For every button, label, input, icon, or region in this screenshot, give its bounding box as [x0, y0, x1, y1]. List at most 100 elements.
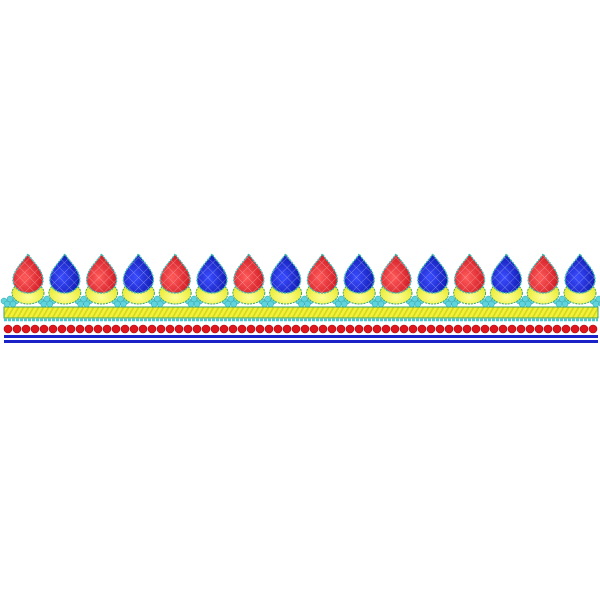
cyan-bead [298, 300, 305, 308]
red-bead [21, 324, 31, 334]
red-bead [102, 324, 112, 334]
cyan-bead [377, 300, 385, 308]
cyan-bead [150, 300, 158, 308]
drop-quilting [344, 254, 375, 293]
cyan-bead [120, 300, 127, 308]
drop-quilting [49, 254, 80, 293]
cyan-bead [224, 300, 232, 308]
drop-quilting [86, 254, 117, 293]
red-bead [318, 324, 328, 334]
red-bead [30, 324, 40, 334]
drop-quilting [160, 254, 191, 293]
cyan-bead [518, 300, 526, 308]
red-bead [462, 324, 472, 334]
drop-quilting [491, 254, 522, 293]
red-bead [426, 324, 436, 334]
cyan-bead [411, 295, 419, 303]
red-bead [408, 324, 418, 334]
cyan-bead [301, 295, 308, 303]
yellow-band [3, 306, 599, 319]
red-bead [354, 324, 364, 334]
red-bead [174, 324, 184, 334]
red-bead [93, 324, 103, 334]
cyan-bead [156, 300, 164, 308]
red-bead [12, 324, 22, 334]
red-bead [507, 324, 517, 334]
cyan-bead [521, 295, 529, 303]
red-bead [228, 324, 238, 334]
drop-quilting [270, 254, 301, 293]
red-bead [156, 324, 166, 334]
red-bead [3, 324, 13, 334]
cyan-bead [374, 295, 382, 303]
red-bead [498, 324, 508, 334]
red-bead [75, 324, 85, 334]
cyan-bead [114, 300, 121, 308]
red-bead [84, 324, 94, 334]
cyan-bead [83, 300, 90, 308]
cyan-bead [451, 300, 458, 308]
red-bead [435, 324, 445, 334]
red-bead [336, 324, 346, 334]
red-bead [264, 324, 274, 334]
cyan-bead [9, 300, 17, 308]
red-bead [273, 324, 283, 334]
red-bead [543, 324, 553, 334]
drop-quilting [197, 254, 227, 293]
red-bead [147, 324, 157, 334]
red-bead [561, 324, 571, 334]
cyan-bead [524, 300, 532, 308]
drop-quilting [565, 254, 595, 293]
red-bead [525, 324, 535, 334]
cyan-bead [304, 300, 311, 308]
red-bead [345, 324, 355, 334]
red-bead [534, 324, 544, 334]
cyan-bead [43, 295, 51, 303]
drop-quilting [454, 254, 485, 293]
motif-row [0, 252, 600, 334]
red-bead [372, 324, 382, 334]
red-bead [444, 324, 454, 334]
cyan-bead [334, 300, 342, 308]
drop-quilting [417, 254, 448, 293]
drop-quilting [233, 254, 264, 293]
cyan-bead [592, 300, 600, 308]
cyan-bead [558, 295, 566, 303]
cyan-bead [153, 295, 161, 303]
cyan-bead [482, 300, 489, 308]
red-bead [363, 324, 373, 334]
red-bead [57, 324, 67, 334]
cyan-bead [337, 295, 345, 303]
red-bead [282, 324, 292, 334]
cyan-bead [445, 300, 452, 308]
red-bead [129, 324, 139, 334]
red-bead [219, 324, 229, 334]
red-bead [183, 324, 193, 334]
cyan-bead [77, 300, 84, 308]
cyan-bead [371, 300, 379, 308]
red-bead [66, 324, 76, 334]
drop-quilting [307, 254, 338, 293]
red-bead [39, 324, 49, 334]
cyan-bead [193, 300, 201, 308]
cyan-bead [46, 300, 54, 308]
cyan-bead [117, 295, 124, 303]
red-bead [255, 324, 265, 334]
red-bead [471, 324, 481, 334]
red-bead [201, 324, 211, 334]
cyan-bead [555, 300, 563, 308]
red-bead [120, 324, 130, 334]
cyan-bead [414, 300, 422, 308]
red-bead [399, 324, 409, 334]
cyan-bead [561, 300, 569, 308]
red-bead [417, 324, 427, 334]
red-bead [291, 324, 301, 334]
drop-quilting [13, 254, 43, 293]
red-bead [516, 324, 526, 334]
cyan-bead [187, 300, 195, 308]
cyan-bead [448, 295, 455, 303]
red-bead [480, 324, 490, 334]
cyan-bead [264, 295, 271, 303]
drop-quilting [123, 254, 154, 293]
